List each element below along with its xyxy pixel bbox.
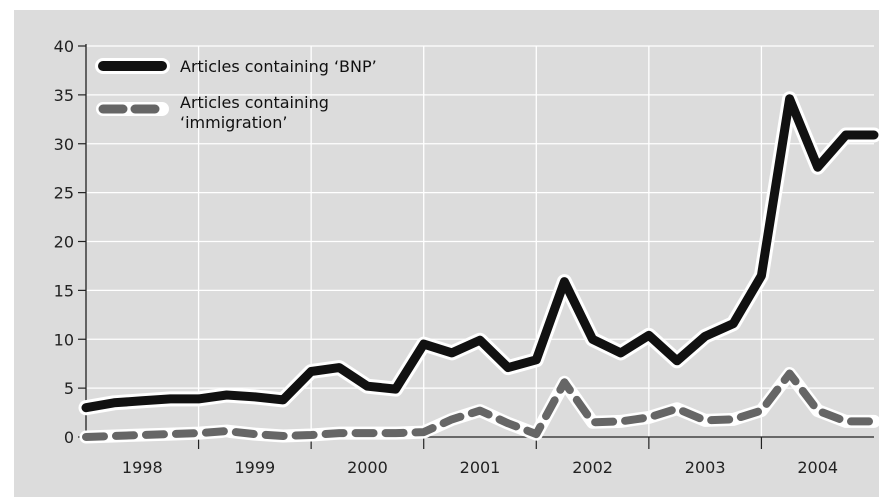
y-tick-label: 35: [54, 86, 74, 105]
y-tick-label: 0: [64, 428, 74, 447]
y-tick-label: 5: [64, 379, 74, 398]
y-tick-label: 25: [54, 184, 74, 203]
legend-label: ‘immigration’: [180, 113, 287, 132]
series-immigration-line: [82, 369, 878, 441]
y-tick-label: 15: [54, 281, 74, 300]
y-tick-label: 20: [54, 233, 74, 252]
x-year-label: 2003: [685, 458, 726, 477]
x-year-label: 2002: [572, 458, 613, 477]
legend-label: Articles containing ‘BNP’: [180, 57, 377, 76]
x-year-label: 2001: [460, 458, 501, 477]
series-lines: [78, 91, 881, 444]
y-tick-label: 10: [54, 330, 74, 349]
x-year-label: 2000: [347, 458, 388, 477]
x-year-label: 2004: [797, 458, 838, 477]
series-bnp-line: [81, 94, 879, 413]
y-tick-label: 30: [54, 135, 74, 154]
legend-label: Articles containing: [180, 93, 329, 112]
legend: Articles containing ‘BNP’ Articles contai…: [95, 57, 377, 132]
x-axis-year-labels: 1998 1999 2000 2001 2002 2003 2004: [122, 458, 838, 477]
y-axis-tick-labels: 0 5 10 15 20 25 30 35 40: [54, 37, 74, 447]
y-tick-label: 40: [54, 37, 74, 56]
x-year-label: 1999: [234, 458, 275, 477]
x-year-label: 1998: [122, 458, 163, 477]
